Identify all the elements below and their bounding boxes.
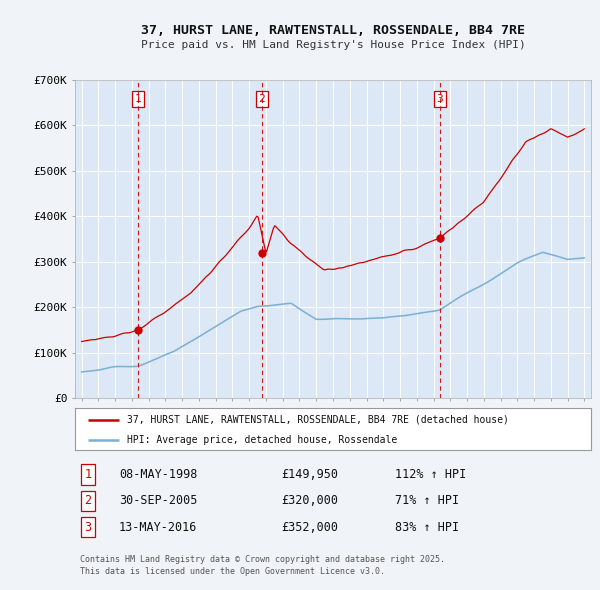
- Text: 83% ↑ HPI: 83% ↑ HPI: [395, 521, 459, 534]
- Text: 13-MAY-2016: 13-MAY-2016: [119, 521, 197, 534]
- Text: £320,000: £320,000: [281, 494, 338, 507]
- Text: Price paid vs. HM Land Registry's House Price Index (HPI): Price paid vs. HM Land Registry's House …: [140, 40, 526, 50]
- Text: 2: 2: [85, 494, 91, 507]
- Text: 2: 2: [259, 94, 265, 104]
- Text: HPI: Average price, detached house, Rossendale: HPI: Average price, detached house, Ross…: [127, 435, 397, 445]
- Text: 37, HURST LANE, RAWTENSTALL, ROSSENDALE, BB4 7RE: 37, HURST LANE, RAWTENSTALL, ROSSENDALE,…: [141, 24, 525, 37]
- Text: 30-SEP-2005: 30-SEP-2005: [119, 494, 197, 507]
- Text: 1: 1: [85, 468, 91, 481]
- Text: 112% ↑ HPI: 112% ↑ HPI: [395, 468, 466, 481]
- Text: 08-MAY-1998: 08-MAY-1998: [119, 468, 197, 481]
- Text: 3: 3: [436, 94, 443, 104]
- Text: 3: 3: [85, 521, 91, 534]
- Text: £352,000: £352,000: [281, 521, 338, 534]
- Text: Contains HM Land Registry data © Crown copyright and database right 2025.: Contains HM Land Registry data © Crown c…: [80, 555, 445, 564]
- Text: £149,950: £149,950: [281, 468, 338, 481]
- Text: 1: 1: [134, 94, 141, 104]
- Text: 37, HURST LANE, RAWTENSTALL, ROSSENDALE, BB4 7RE (detached house): 37, HURST LANE, RAWTENSTALL, ROSSENDALE,…: [127, 415, 508, 425]
- Text: 71% ↑ HPI: 71% ↑ HPI: [395, 494, 459, 507]
- Text: This data is licensed under the Open Government Licence v3.0.: This data is licensed under the Open Gov…: [80, 567, 385, 576]
